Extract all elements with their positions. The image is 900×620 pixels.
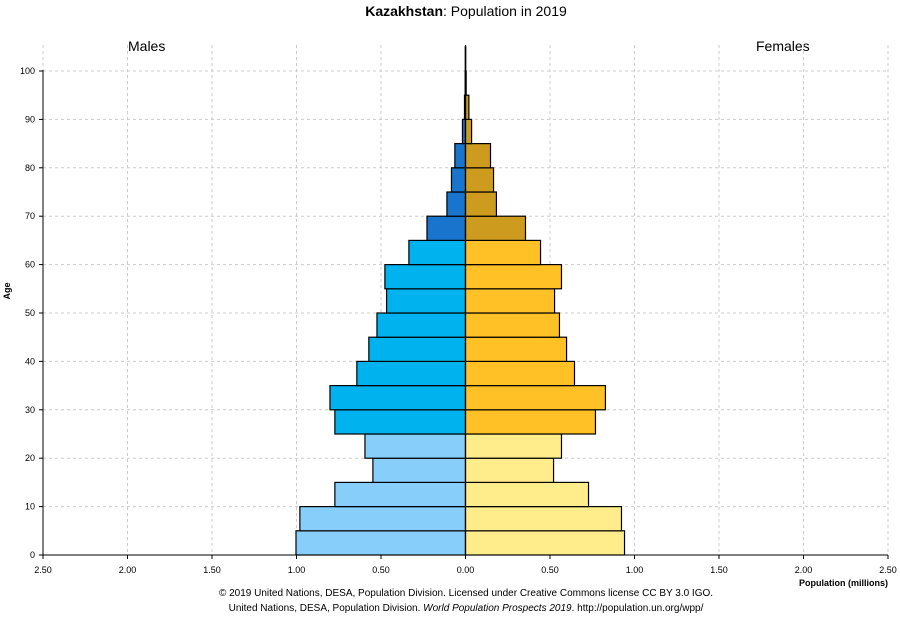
female-bar-0-4: [464, 530, 626, 556]
x-tick-label: 1.50: [710, 565, 728, 575]
female-bar-25-29: [464, 409, 597, 435]
copyright-line: © 2019 United Nations, DESA, Population …: [218, 588, 714, 599]
males-label: Males: [128, 38, 166, 54]
male-bar-55-59: [384, 264, 467, 290]
bars: [295, 45, 626, 556]
female-bar-5-9: [464, 506, 623, 532]
chart-title-country: Kazakhstan: [365, 3, 444, 19]
female-bar-75-79: [464, 167, 495, 193]
male-bar-40-44: [368, 336, 467, 363]
male-bar-0-4: [295, 530, 467, 556]
male-bar-45-49: [376, 312, 467, 338]
male-bar-20-24: [364, 433, 467, 459]
male-bar-75-79: [450, 167, 467, 193]
female-bar-50-54: [464, 288, 556, 314]
female-bar-30-34: [464, 385, 607, 411]
male-bar-25-29: [334, 409, 467, 435]
x-tick-label: 1.00: [626, 565, 644, 575]
x-tick-label: 0.50: [372, 565, 390, 575]
axes: 0 10 20 30 40 50 60 70 80 90 100 2.50 2.00 1.50 1.00 0.…: [20, 66, 897, 575]
citation-post: . http://population.un.org/wpp/: [571, 603, 704, 614]
x-axis-label: Population (millions): [799, 578, 888, 588]
x-tick-label: 0.50: [541, 565, 559, 575]
female-bar-20-24: [464, 433, 563, 459]
x-tick-label: 2.50: [879, 565, 897, 575]
citation-pre: United Nations, DESA, Population Divisio…: [228, 603, 424, 614]
female-bar-35-39: [464, 360, 576, 387]
male-bar-60-64: [408, 239, 467, 266]
x-tick-label: 2.00: [795, 565, 813, 575]
x-tick-label: 2.00: [119, 565, 137, 575]
male-bar-80-84: [454, 143, 467, 169]
female-bar-55-59: [464, 264, 563, 290]
y-tick-label: 30: [25, 405, 35, 415]
y-tick-label: 40: [25, 356, 35, 366]
male-bar-15-19: [372, 457, 467, 484]
chart-title-rest: : Population in 2019: [443, 3, 567, 19]
citation-line: United Nations, DESA, Population Divisio…: [0, 603, 900, 614]
females-label: Females: [756, 38, 810, 54]
citation-title: World Population Prospects 2019: [423, 603, 572, 614]
male-bar-5-9: [299, 506, 467, 532]
x-tick-label: 1.50: [203, 565, 221, 575]
y-tick-label: 20: [25, 453, 35, 463]
male-bar-10-14: [334, 481, 467, 508]
y-tick-label: 10: [25, 502, 35, 512]
female-bar-15-19: [464, 457, 555, 484]
female-bar-45-49: [464, 312, 561, 338]
y-tick-label: 50: [25, 308, 35, 318]
y-tick-label: 100: [20, 66, 35, 76]
y-tick-label: 90: [25, 114, 35, 124]
male-bar-65-69: [426, 215, 467, 241]
chart-title: Kazakhstan: Population in 2019: [0, 3, 900, 19]
y-tick-label: 60: [25, 260, 35, 270]
x-tick-label: 1.00: [288, 565, 306, 575]
y-tick-label: 80: [25, 163, 35, 173]
female-bar-80-84: [464, 143, 492, 169]
male-bar-30-34: [329, 385, 467, 411]
female-bar-10-14: [464, 481, 590, 508]
y-tick-label: 0: [30, 550, 35, 560]
female-bar-70-74: [464, 191, 498, 217]
male-bar-70-74: [446, 191, 467, 217]
female-bar-85-89: [464, 118, 473, 145]
female-bar-60-64: [464, 239, 542, 266]
female-bar-65-69: [464, 215, 527, 241]
x-tick-label: 0.00: [457, 565, 475, 575]
male-bar-35-39: [356, 360, 467, 387]
female-bar-40-44: [464, 336, 568, 363]
y-axis-label: Age: [2, 282, 12, 299]
y-tick-label: 70: [25, 211, 35, 221]
x-tick-label: 2.50: [34, 565, 52, 575]
male-bar-50-54: [385, 288, 467, 314]
